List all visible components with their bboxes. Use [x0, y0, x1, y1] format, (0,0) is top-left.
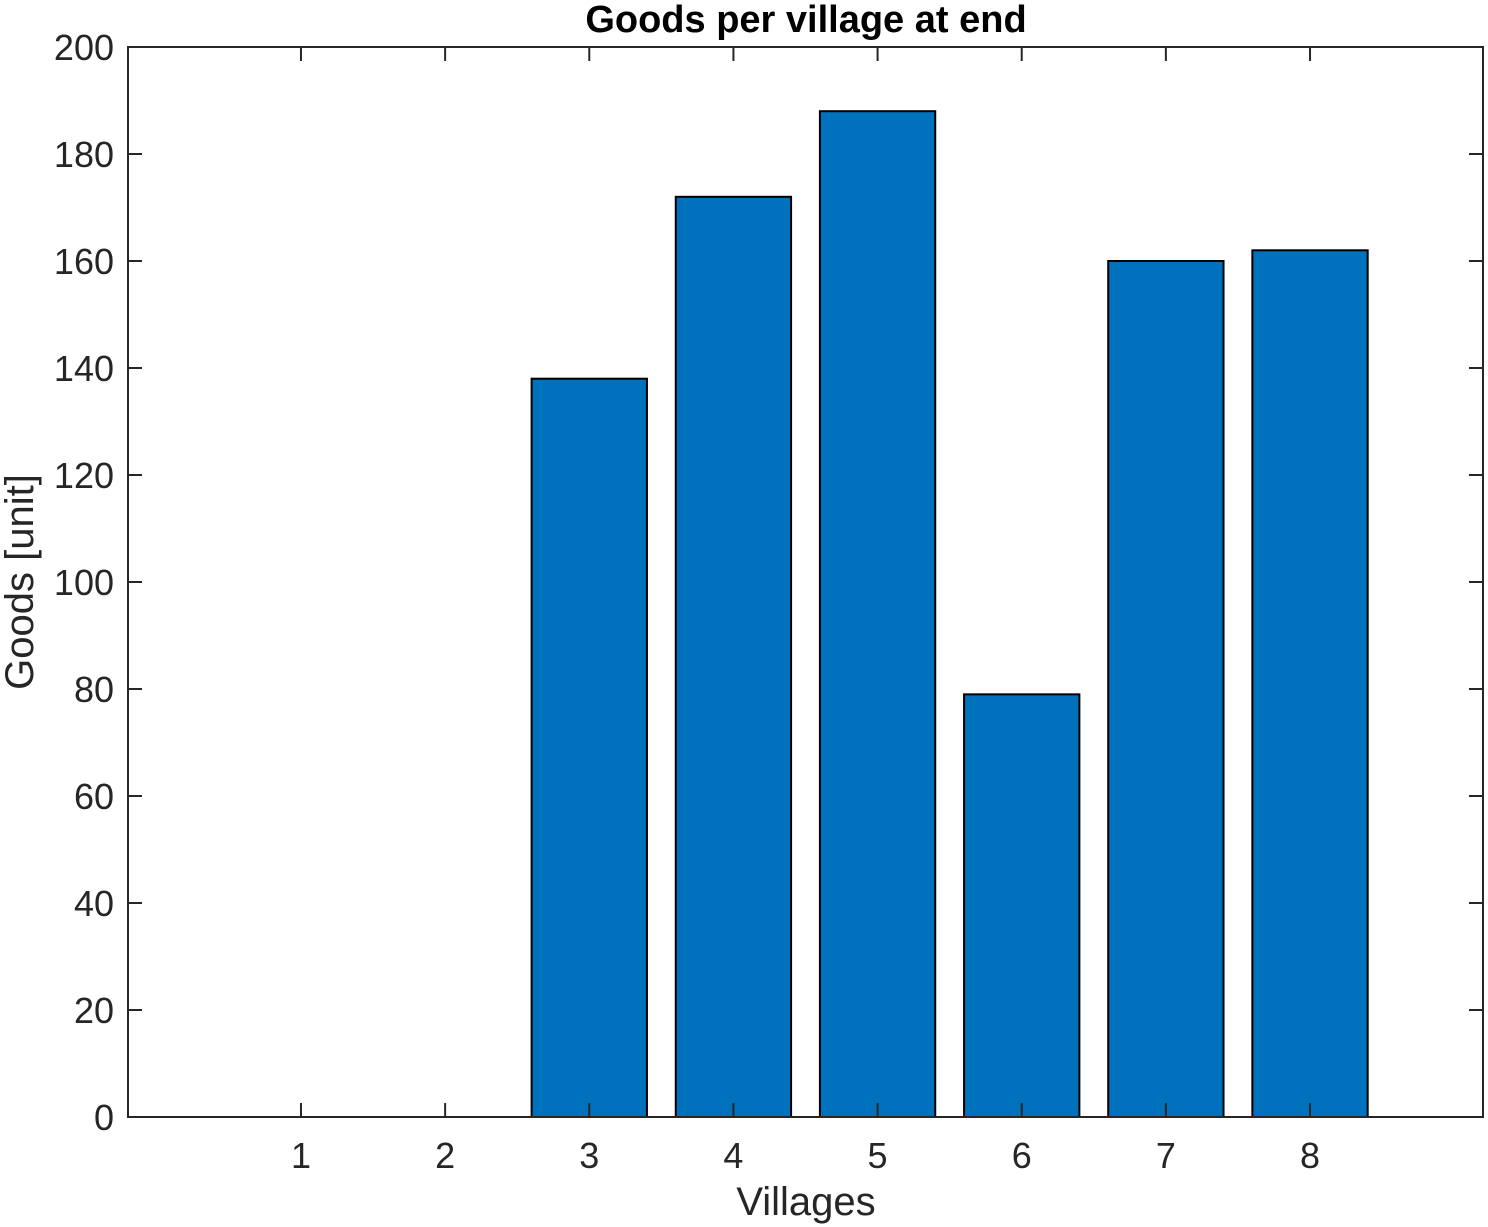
y-tick-label-40: 40: [74, 883, 114, 924]
y-tick-label-180: 180: [54, 134, 114, 175]
x-tick-label-2: 2: [435, 1135, 455, 1176]
x-tick-label-7: 7: [1156, 1135, 1176, 1176]
y-tick-label-100: 100: [54, 562, 114, 603]
y-tick-label-20: 20: [74, 990, 114, 1031]
y-axis: 0 20 40 60 80 100 120 140 160 180 200: [54, 27, 1483, 1138]
bar-village-6: [963, 693, 1081, 1118]
x-tick-label-1: 1: [291, 1135, 311, 1176]
y-tick-label-0: 0: [94, 1097, 114, 1138]
bar-village-5: [818, 110, 937, 1118]
x-tick-label-8: 8: [1300, 1135, 1320, 1176]
y-tick-label-160: 160: [54, 241, 114, 282]
y-axis-label: Goods [unit]: [0, 474, 42, 690]
chart-title: Goods per village at end: [585, 0, 1026, 41]
x-axis: 1 2 3 4 5 6 7 8: [291, 47, 1320, 1176]
y-tick-label-140: 140: [54, 348, 114, 389]
y-tick-label-60: 60: [74, 776, 114, 817]
y-tick-label-200: 200: [54, 27, 114, 68]
bar-village-7: [1107, 260, 1225, 1118]
x-tick-label-4: 4: [723, 1135, 743, 1176]
x-tick-label-3: 3: [579, 1135, 599, 1176]
bar-village-4: [674, 195, 793, 1119]
x-axis-label: Villages: [736, 1180, 875, 1224]
bars-group: [530, 110, 1369, 1119]
bar-village-3: [530, 377, 648, 1118]
bar-village-8: [1251, 249, 1369, 1119]
y-tick-label-80: 80: [74, 669, 114, 710]
x-tick-label-5: 5: [868, 1135, 888, 1176]
x-tick-label-6: 6: [1012, 1135, 1032, 1176]
y-tick-label-120: 120: [54, 455, 114, 496]
